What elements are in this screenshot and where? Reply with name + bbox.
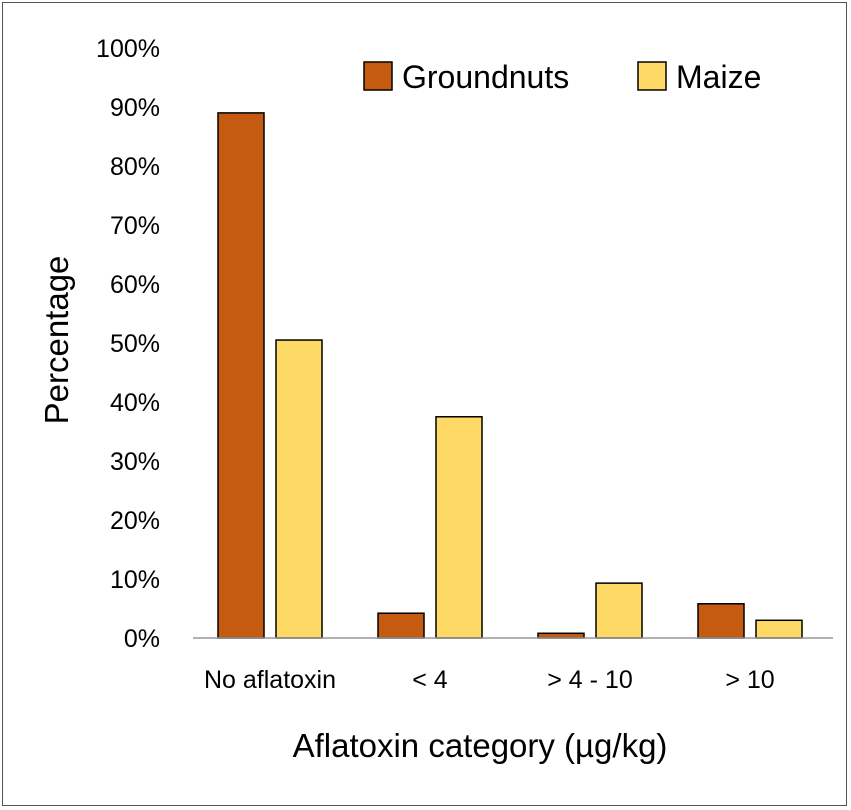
y-axis-ticks: 0% 10% 20% 30% 40% 50% 60% 70% 80% 90% 100% [96, 35, 160, 653]
bar-groundnuts-3 [697, 603, 745, 639]
legend-swatch-maize [637, 61, 667, 91]
x-axis-ticks: No aflatoxin < 4 > 4 - 10 > 10 [204, 666, 775, 694]
bars [217, 112, 803, 639]
y-tick-label: 60% [110, 271, 160, 299]
y-tick-label: 30% [110, 448, 160, 476]
x-tick-label: > 10 [725, 666, 774, 694]
bar-maize-1 [435, 416, 483, 639]
x-axis-title: Aflatoxin category (µg/kg) [293, 727, 668, 764]
y-tick-label: 90% [110, 94, 160, 122]
x-tick-label: No aflatoxin [204, 666, 336, 694]
x-tick-label: < 4 [412, 666, 448, 694]
legend: Groundnuts Maize [363, 59, 761, 95]
y-tick-label: 40% [110, 389, 160, 417]
legend-label-groundnuts: Groundnuts [402, 59, 569, 95]
y-tick-label: 100% [96, 35, 160, 63]
bar-maize-0 [275, 339, 323, 639]
y-tick-label: 50% [110, 330, 160, 358]
y-tick-label: 70% [110, 212, 160, 240]
legend-swatch-groundnuts [363, 61, 393, 91]
bar-maize-2 [595, 582, 643, 639]
y-tick-label: 0% [124, 625, 160, 653]
y-tick-label: 20% [110, 507, 160, 535]
x-tick-label: > 4 - 10 [547, 666, 632, 694]
bar-groundnuts-1 [377, 612, 425, 639]
legend-label-maize: Maize [676, 59, 761, 95]
bar-groundnuts-0 [217, 112, 265, 639]
y-tick-label: 80% [110, 153, 160, 181]
y-axis-title: Percentage [38, 256, 75, 425]
y-tick-label: 10% [110, 566, 160, 594]
bar-maize-3 [755, 619, 803, 639]
